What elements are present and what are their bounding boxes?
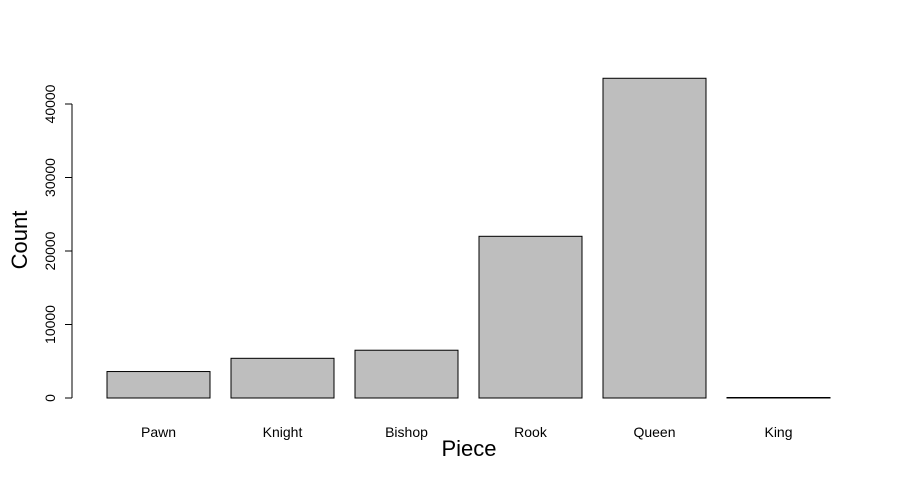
x-tick-label-rook: Rook bbox=[514, 424, 548, 440]
y-tick-label: 40000 bbox=[42, 84, 58, 123]
bar-pawn bbox=[106, 371, 211, 399]
bar-king bbox=[726, 397, 831, 399]
x-axis-labels: Pawn Knight Bishop Rook Queen King bbox=[141, 424, 793, 440]
x-tick-label-knight: Knight bbox=[263, 424, 303, 440]
y-tick-label: 30000 bbox=[42, 158, 58, 197]
x-axis-title: Piece bbox=[441, 436, 496, 461]
x-tick-label-king: King bbox=[764, 424, 792, 440]
y-tick-label: 0 bbox=[42, 394, 58, 402]
x-tick-label-pawn: Pawn bbox=[141, 424, 176, 440]
y-tick-label: 20000 bbox=[42, 231, 58, 270]
bar-queen bbox=[602, 77, 707, 399]
bar-rook bbox=[478, 235, 583, 399]
y-axis: 0 10000 20000 30000 40000 bbox=[42, 84, 73, 402]
bar-knight bbox=[230, 357, 335, 399]
y-axis-title: Count bbox=[7, 211, 32, 270]
bar-bishop bbox=[354, 349, 459, 399]
y-tick-label: 10000 bbox=[42, 305, 58, 344]
bars-layer bbox=[106, 77, 831, 399]
x-tick-label-queen: Queen bbox=[633, 424, 675, 440]
x-tick-label-bishop: Bishop bbox=[385, 424, 428, 440]
